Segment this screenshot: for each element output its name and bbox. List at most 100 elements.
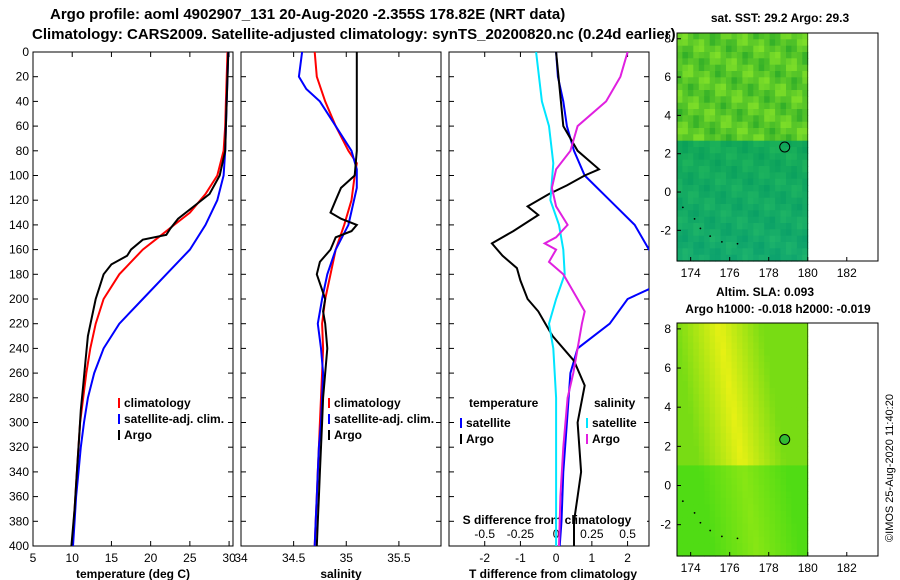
heatmap-cell <box>715 387 722 395</box>
heatmap-cell <box>731 543 738 551</box>
heatmap-cell <box>709 147 716 154</box>
heatmap-cell <box>753 536 760 544</box>
heatmap-cell <box>780 530 787 538</box>
heatmap-cell <box>802 433 809 441</box>
heatmap-cell <box>796 52 803 59</box>
heatmap-cell <box>791 323 798 331</box>
heatmap-cell <box>753 191 760 199</box>
heatmap-cell <box>786 355 792 363</box>
heatmap-cell <box>682 361 689 369</box>
heatmap-cell <box>720 172 727 180</box>
heatmap-cell <box>677 77 683 85</box>
heatmap-cell <box>780 407 787 415</box>
heatmap-cell <box>698 229 705 237</box>
heatmap-cell <box>775 355 782 363</box>
heatmap-cell <box>704 58 711 66</box>
heatmap-cell <box>753 549 760 557</box>
heatmap-cell <box>731 109 738 116</box>
heatmap-cell <box>698 248 705 256</box>
heatmap-cell <box>758 71 765 78</box>
heatmap-cell <box>715 115 722 123</box>
heatmap-cell <box>747 433 754 441</box>
heatmap-cell <box>731 191 738 199</box>
heatmap-cell <box>758 242 765 249</box>
heatmap-cell <box>715 407 722 415</box>
heatmap-cell <box>687 407 694 415</box>
heatmap-cell <box>802 530 809 538</box>
heatmap-cell <box>753 134 760 142</box>
heatmap-cell <box>682 166 689 173</box>
temperature-axes-box <box>32 51 234 547</box>
heatmap-cell <box>704 504 711 512</box>
heatmap-cell <box>775 517 782 525</box>
heatmap-cell <box>791 229 798 237</box>
heatmap-cell <box>786 191 792 199</box>
heatmap-cell <box>764 178 771 186</box>
heatmap-cell <box>769 223 776 230</box>
heatmap-cell <box>682 446 689 454</box>
heatmap-cell <box>687 128 694 135</box>
heatmap-cell <box>769 400 776 408</box>
heatmap-cell <box>687 374 694 382</box>
heatmap-cell <box>802 323 809 331</box>
heatmap-cell <box>677 342 683 350</box>
heatmap-cell <box>682 471 689 479</box>
heatmap-cell <box>698 426 705 434</box>
heatmap-cell <box>715 153 722 161</box>
heatmap-cell <box>693 83 700 91</box>
heatmap-cell <box>704 543 711 551</box>
heatmap-cell <box>715 102 722 110</box>
x-tick-label: 174 <box>681 266 701 280</box>
heatmap-cell <box>677 210 683 218</box>
heatmap-cell <box>687 471 694 479</box>
heatmap-cell <box>698 159 705 167</box>
heatmap-cell <box>786 64 792 72</box>
heatmap-cell <box>726 420 732 428</box>
heatmap-cell <box>731 517 738 525</box>
heatmap-cell <box>786 229 792 237</box>
heatmap-cell <box>791 83 798 91</box>
heatmap-cell <box>677 433 683 441</box>
heatmap-cell <box>796 153 803 161</box>
heatmap-cell <box>764 439 771 447</box>
heatmap-cell <box>786 33 792 40</box>
map-subtitle: Argo h1000: -0.018 h2000: -0.019 <box>685 302 871 316</box>
heatmap-cell <box>687 530 694 538</box>
heatmap-cell <box>698 348 705 356</box>
heatmap-cell <box>693 115 700 123</box>
heatmap-cell <box>764 484 771 492</box>
heatmap-cell <box>736 39 743 47</box>
heatmap-cell <box>736 45 743 53</box>
heatmap-cell <box>786 115 792 123</box>
heatmap-cell <box>742 329 749 337</box>
heatmap-cell <box>758 159 765 167</box>
heatmap-cell <box>682 121 689 129</box>
heatmap-cell <box>753 446 760 454</box>
heatmap-cell <box>731 71 738 78</box>
heatmap-cell <box>677 204 683 211</box>
heatmap-cell <box>704 96 711 104</box>
heatmap-cell <box>742 465 749 473</box>
heatmap-cell <box>677 153 683 161</box>
heatmap-cell <box>764 381 771 389</box>
heatmap-cell <box>775 458 782 466</box>
heatmap-cell <box>780 510 787 518</box>
heatmap-cell <box>715 433 722 441</box>
heatmap-cell <box>791 242 798 249</box>
heatmap-cell <box>687 147 694 154</box>
x-axis-label: salinity <box>320 567 362 580</box>
heatmap-cell <box>802 102 809 110</box>
heatmap-cell <box>677 33 683 40</box>
heatmap-cell <box>775 254 782 262</box>
heatmap-cell <box>786 530 792 538</box>
heatmap-cell <box>720 140 727 148</box>
heatmap-cell <box>780 484 787 492</box>
heatmap-cell <box>791 452 798 460</box>
heatmap-cell <box>758 381 765 389</box>
heatmap-cell <box>720 58 727 66</box>
heatmap-cell <box>704 254 711 262</box>
heatmap-cell <box>687 368 694 376</box>
heatmap-cell <box>742 223 749 230</box>
heatmap-cell <box>775 134 782 142</box>
